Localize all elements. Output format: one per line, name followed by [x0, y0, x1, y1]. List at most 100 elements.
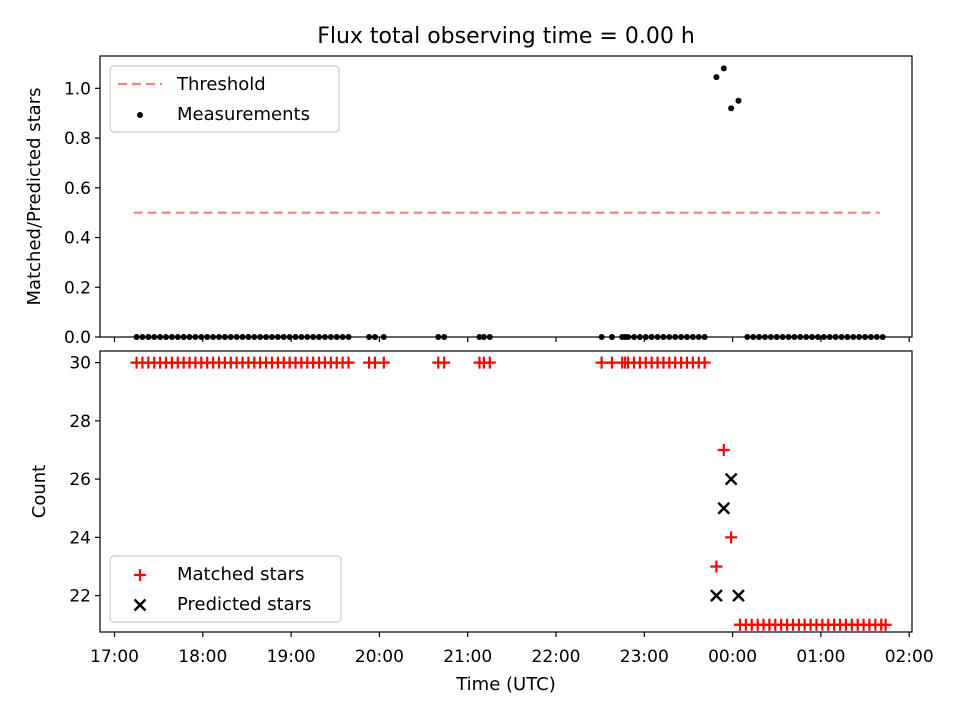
- legend-label: Predicted stars: [177, 594, 311, 615]
- matched-point: [879, 618, 892, 631]
- measurement-point: [180, 334, 187, 340]
- top-y-tick-label: 0.6: [64, 179, 91, 199]
- measurement-point: [233, 334, 240, 340]
- matched-point: [698, 356, 711, 369]
- top-panel: 0.0 0.2 0.4 0.6 0.8 1.0 Matched/Predicted star…: [24, 55, 913, 348]
- matched-point: [717, 444, 730, 457]
- bottom-y-tick-label: 24: [69, 528, 91, 548]
- measurement-point: [298, 334, 305, 340]
- measurement-point: [785, 334, 792, 340]
- x-tick-label: 21:00: [443, 647, 492, 667]
- measurement-point: [366, 334, 373, 340]
- measurement-point: [642, 334, 649, 340]
- x-tick-label: 22:00: [532, 647, 581, 667]
- x-tick-label: 00:00: [708, 647, 757, 667]
- matched-point: [595, 356, 608, 369]
- x-tick-label: 02:00: [885, 647, 934, 667]
- measurement-point: [598, 334, 605, 340]
- measurement-point: [803, 334, 810, 340]
- measurementsseries: [133, 65, 886, 340]
- measurement-point: [186, 334, 193, 340]
- measurement-point: [310, 334, 317, 340]
- measurement-point: [486, 334, 493, 340]
- measurement-point: [666, 334, 673, 340]
- measurement-point: [672, 334, 679, 340]
- bottom-panel: 17:00 18:00 19:00 20:00 21:00 22:00 23:00 00:00…: [29, 350, 934, 667]
- measurement-point: [689, 334, 696, 340]
- bottom-y-tick-label: 30: [69, 354, 91, 374]
- top-y-tick-label: 1.0: [64, 79, 91, 99]
- measurement-point: [321, 334, 328, 340]
- legend-measurement-swatch: [137, 112, 143, 118]
- measurement-point: [163, 334, 170, 340]
- measurement-point: [204, 334, 211, 340]
- matched-point: [342, 356, 355, 369]
- top-legend: Threshold Measurements: [109, 65, 340, 133]
- matched-point: [377, 356, 390, 369]
- predicted-starsseries: [710, 472, 745, 602]
- measurement-point: [139, 334, 146, 340]
- top-y-tick-label: 0.4: [64, 229, 91, 249]
- measurement-point: [728, 105, 735, 112]
- x-tick-label: 19:00: [267, 647, 316, 667]
- top-y-tick-label: 0.0: [64, 328, 91, 348]
- measurement-point: [145, 334, 152, 340]
- measurement-point: [826, 334, 833, 340]
- measurement-point: [286, 334, 293, 340]
- x-axis-label: Time (UTC): [455, 674, 556, 695]
- measurement-point: [779, 334, 786, 340]
- measurement-point: [227, 334, 234, 340]
- measurement-point: [756, 334, 763, 340]
- measurement-point: [744, 334, 751, 340]
- measurement-point: [221, 334, 228, 340]
- measurement-point: [251, 334, 258, 340]
- measurement-point: [263, 334, 270, 340]
- bottom-legend: Matched stars Predicted stars: [109, 555, 342, 623]
- measurement-point: [333, 334, 340, 340]
- measurement-point: [380, 334, 387, 340]
- measurement-point: [773, 334, 780, 340]
- measurement-point: [339, 334, 346, 340]
- measurement-point: [791, 334, 798, 340]
- measurement-point: [873, 334, 880, 340]
- chart-title: Flux total observing time = 0.00 h: [317, 24, 695, 49]
- measurement-point: [316, 334, 323, 340]
- x-tick-label: 01:00: [796, 647, 845, 667]
- predicted-point: [710, 589, 723, 602]
- measurement-point: [157, 334, 164, 340]
- measurement-point: [625, 334, 632, 340]
- bottom-y-tick-label: 28: [69, 412, 91, 432]
- measurement-point: [867, 334, 874, 340]
- bottom-legend-box: [109, 555, 342, 623]
- top-y-tick-label: 0.8: [64, 129, 91, 149]
- measurement-point: [678, 334, 685, 340]
- measurement-point: [239, 334, 246, 340]
- bottom-y-tick-label: 26: [69, 470, 91, 490]
- measurement-point: [151, 334, 158, 340]
- measurement-point: [304, 334, 311, 340]
- measurement-point: [695, 334, 702, 340]
- measurement-point: [761, 334, 768, 340]
- measurement-point: [480, 334, 487, 340]
- measurement-point: [371, 334, 378, 340]
- x-tick-label: 20:00: [355, 647, 404, 667]
- measurement-point: [245, 334, 252, 340]
- predicted-point: [724, 472, 738, 486]
- measurement-point: [832, 334, 839, 340]
- measurement-point: [192, 334, 199, 340]
- measurement-point: [735, 97, 742, 104]
- legend-matched-swatch: [134, 569, 146, 581]
- measurement-point: [660, 334, 667, 340]
- measurement-point: [750, 334, 757, 340]
- predicted-point: [717, 501, 731, 515]
- measurement-point: [767, 334, 774, 340]
- measurement-point: [713, 74, 720, 81]
- measurement-point: [814, 334, 821, 340]
- measurement-point: [683, 334, 690, 340]
- measurement-point: [274, 334, 281, 340]
- measurement-point: [435, 334, 442, 340]
- bottom-y-axis-label: Count: [29, 465, 50, 518]
- predicted-point: [732, 589, 745, 602]
- measurement-point: [608, 334, 615, 340]
- measurement-point: [630, 334, 637, 340]
